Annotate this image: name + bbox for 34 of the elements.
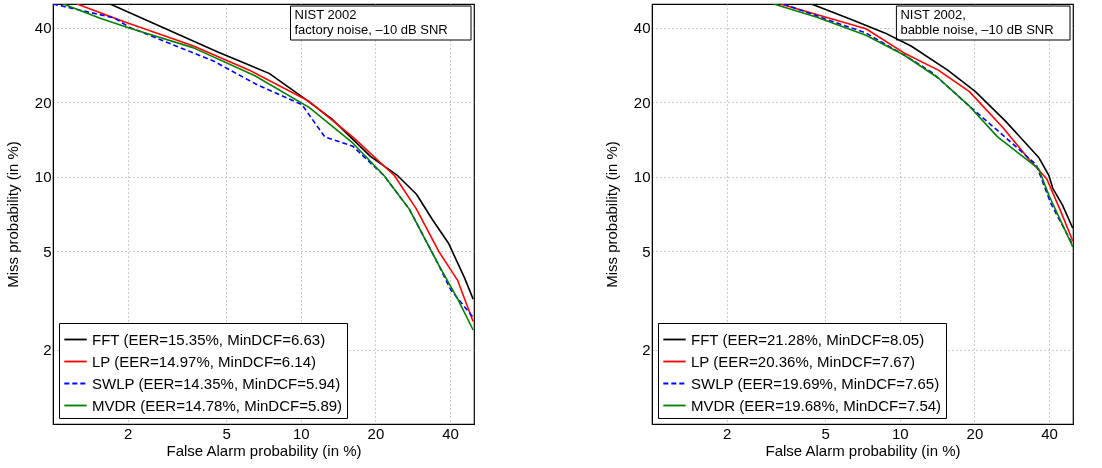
y-axis-title: Miss probability (in %) (3, 141, 21, 288)
y-tick-label: 2 (43, 341, 52, 359)
text: NIST 2002, babble noise, –10 dB SNR (900, 7, 1054, 37)
x-tick-label: 20 (966, 424, 984, 442)
legend-label: FFT (EER=15.35%, MinDCF=6.63) (92, 330, 326, 348)
x-tick-label: 40 (442, 424, 459, 442)
y-tick-label: 5 (43, 242, 52, 260)
legend-label: MVDR (EER=19.68%, MinDCF=7.54) (691, 396, 942, 414)
y-tick-label: 40 (633, 19, 651, 37)
x-tick-label: 2 (123, 424, 133, 442)
x-tick-label: 2 (722, 424, 732, 442)
x-tick-label: 10 (891, 424, 909, 442)
legend-label: LP (EER=20.36%, MinDCF=7.67) (691, 352, 915, 370)
x-tick-label: 5 (222, 424, 231, 442)
x-axis-title: False Alarm probability (in %) (166, 441, 362, 459)
y-axis-title: Miss probability (in %) (602, 141, 620, 288)
y-tick-label: 40 (34, 19, 52, 37)
legend-label: SWLP (EER=19.69%, MinDCF=7.65) (691, 374, 940, 392)
x-axis-title: False Alarm probability (in %) (765, 441, 961, 459)
x-tick-label: 40 (1041, 424, 1058, 442)
y-tick-label: 20 (34, 93, 52, 111)
legend-label: MVDR (EER=14.78%, MinDCF=5.89) (92, 396, 343, 414)
legend-label: SWLP (EER=14.35%, MinDCF=5.94) (92, 374, 341, 392)
y-tick-label: 2 (642, 341, 651, 359)
legend-label: FFT (EER=21.28%, MinDCF=8.05) (691, 330, 925, 348)
x-tick-label: 5 (821, 424, 830, 442)
y-tick-label: 5 (642, 242, 651, 260)
x-tick-label: 10 (292, 424, 310, 442)
legend-label: LP (EER=14.97%, MinDCF=6.14) (92, 352, 316, 370)
x-tick-label: 20 (367, 424, 385, 442)
y-tick-label: 10 (633, 168, 651, 186)
y-tick-label: 20 (633, 93, 651, 111)
y-tick-label: 10 (34, 168, 52, 186)
text: NIST 2002 factory noise, –10 dB SNR (294, 7, 448, 37)
